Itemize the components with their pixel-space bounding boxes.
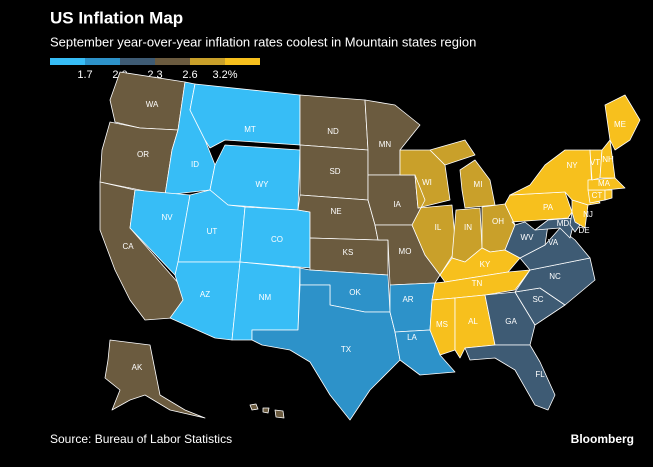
brand: Bloomberg (571, 432, 634, 446)
state-label: MN (379, 140, 392, 149)
state-label: NJ (583, 210, 593, 219)
legend-swatch (155, 58, 190, 65)
state-label: MO (399, 247, 412, 256)
state-label: NY (566, 161, 578, 170)
state-label: AL (468, 317, 478, 326)
state-label: KS (343, 248, 354, 257)
state-label: OH (492, 217, 504, 226)
legend-label: 2.6 (182, 69, 197, 81)
state-label: PA (543, 203, 554, 212)
state-label: WY (256, 180, 270, 189)
legend-swatch (190, 58, 225, 65)
state-label: WA (146, 100, 159, 109)
state (309, 237, 389, 276)
state-label: CA (122, 242, 134, 251)
state-label: IL (435, 223, 442, 232)
state (411, 174, 457, 276)
state-label: DE (578, 226, 589, 235)
state-label: OK (349, 288, 361, 297)
subtitle: September year-over-year inflation rates… (50, 34, 476, 49)
state-label: LA (407, 333, 417, 342)
state-label: VT (590, 158, 600, 167)
state-label: UT (207, 227, 218, 236)
state (571, 199, 589, 229)
state-label: TX (341, 345, 352, 354)
state-label: ND (327, 127, 339, 136)
state-label: SD (329, 167, 340, 176)
state-label: MA (598, 179, 611, 188)
state-label: WV (521, 233, 535, 242)
state-label: IA (393, 200, 401, 209)
state (104, 339, 206, 419)
state (429, 297, 456, 356)
state-label: OR (137, 150, 149, 159)
state-label: NE (330, 207, 341, 216)
state-label: SC (532, 295, 543, 304)
state-label: NV (161, 213, 173, 222)
state (599, 139, 616, 179)
state-label: IN (464, 223, 472, 232)
state-label: AZ (200, 290, 210, 299)
state-label: WI (422, 178, 432, 187)
state (251, 284, 401, 421)
state (297, 194, 379, 241)
state-label: NH (602, 155, 614, 164)
state (189, 83, 301, 149)
state-label: TN (472, 279, 483, 288)
legend-label: 1.7 (77, 69, 92, 81)
legend-swatch (120, 58, 155, 65)
state-label: ME (614, 120, 626, 129)
state (484, 291, 536, 346)
state-label: MS (436, 320, 448, 329)
state (464, 344, 556, 411)
source: Source: Bureau of Labor Statistics (50, 432, 232, 446)
state (604, 94, 641, 151)
state-label: ID (191, 160, 199, 169)
legend-swatch (85, 58, 120, 65)
state-label: MT (244, 125, 256, 134)
state-label: NM (259, 293, 272, 302)
state-label: FL (535, 370, 545, 379)
title: US Inflation Map (50, 8, 183, 27)
state-label: KY (480, 260, 491, 269)
state (249, 403, 285, 419)
state (389, 282, 436, 333)
state (209, 144, 301, 211)
state-label: MD (557, 219, 570, 228)
state-label: CT (592, 191, 603, 200)
state (604, 189, 613, 201)
legend-swatch (50, 58, 85, 65)
state (299, 94, 369, 151)
state-label: AK (132, 363, 143, 372)
state-label: GA (505, 317, 517, 326)
legend-swatch (225, 58, 260, 65)
state-label: NC (549, 272, 561, 281)
state-label: MI (474, 180, 483, 189)
legend-label: 3.2% (212, 69, 237, 81)
state-label: AR (402, 295, 413, 304)
state-label: VA (548, 238, 559, 247)
state-label: CO (271, 235, 283, 244)
